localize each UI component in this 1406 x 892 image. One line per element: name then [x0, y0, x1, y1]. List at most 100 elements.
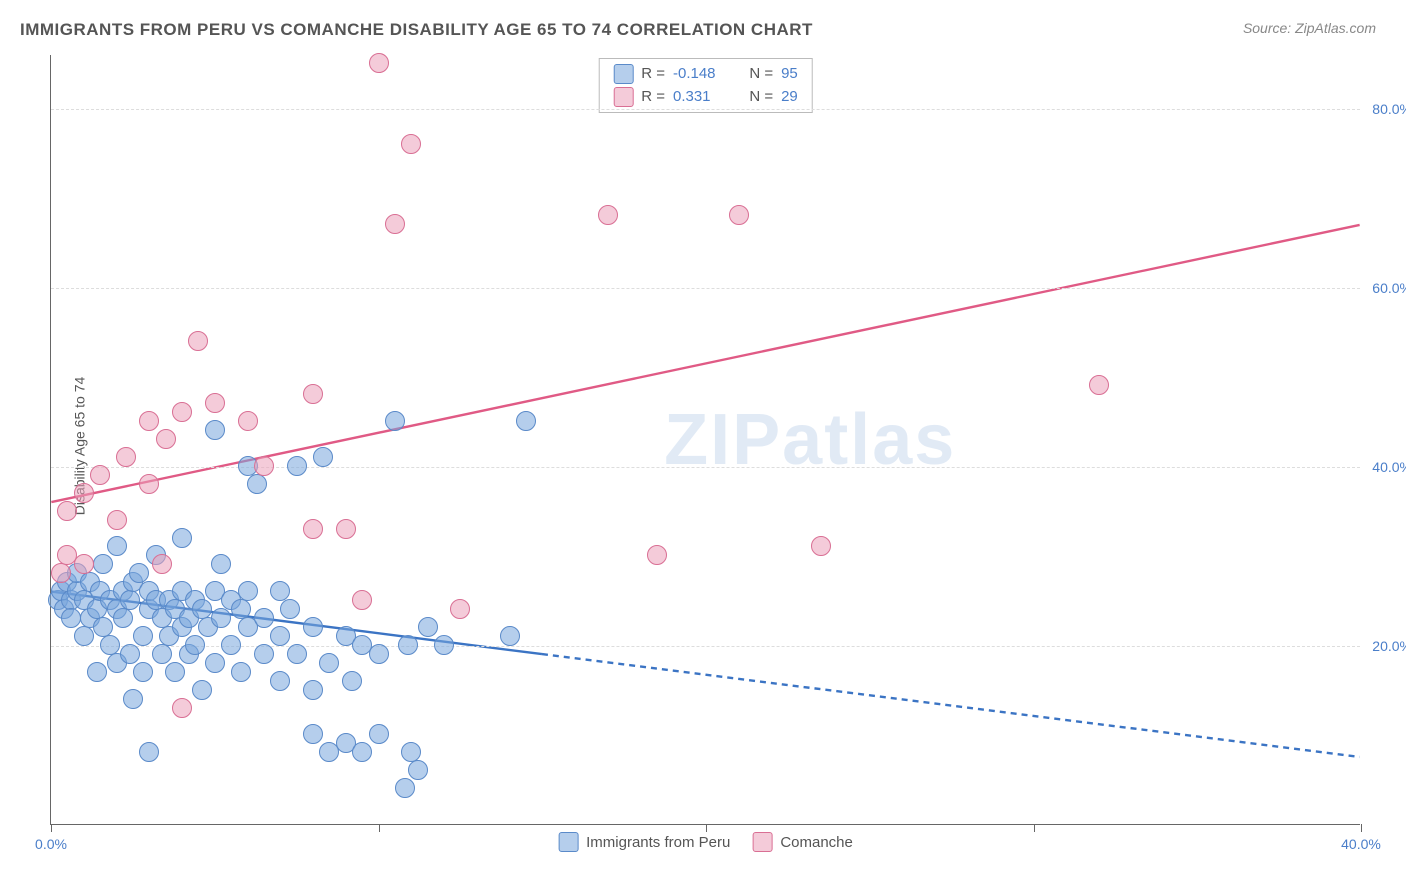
data-point [369, 53, 389, 73]
data-point [74, 626, 94, 646]
data-point [205, 420, 225, 440]
data-point [647, 545, 667, 565]
data-point [133, 662, 153, 682]
data-point [450, 599, 470, 619]
y-tick-label: 60.0% [1372, 280, 1406, 296]
data-point [352, 590, 372, 610]
data-point [303, 384, 323, 404]
data-point [74, 554, 94, 574]
data-point [811, 536, 831, 556]
data-point [172, 402, 192, 422]
legend-swatch [752, 832, 772, 852]
data-point [270, 671, 290, 691]
data-point [107, 510, 127, 530]
data-point [123, 689, 143, 709]
data-point [598, 205, 618, 225]
data-point [395, 778, 415, 798]
data-point [61, 608, 81, 628]
data-point [352, 742, 372, 762]
x-tick-label: 40.0% [1341, 836, 1381, 852]
data-point [336, 519, 356, 539]
data-point [211, 608, 231, 628]
data-point [192, 680, 212, 700]
data-point [303, 724, 323, 744]
data-point [211, 554, 231, 574]
y-tick-label: 40.0% [1372, 459, 1406, 475]
data-point [74, 483, 94, 503]
data-point [434, 635, 454, 655]
data-point [313, 447, 333, 467]
data-point [319, 653, 339, 673]
data-point [152, 554, 172, 574]
trend-line [542, 654, 1360, 757]
data-point [57, 501, 77, 521]
x-tick [1034, 824, 1035, 832]
legend-stats-box: R = -0.148 N = 95R = 0.331 N = 29 [598, 58, 813, 113]
data-point [408, 760, 428, 780]
data-point [401, 134, 421, 154]
y-tick-label: 20.0% [1372, 638, 1406, 654]
legend-item: Immigrants from Peru [558, 832, 730, 852]
y-tick-label: 80.0% [1372, 101, 1406, 117]
stat-r-value: -0.148 [673, 63, 733, 86]
data-point [205, 393, 225, 413]
data-point [120, 590, 140, 610]
data-point [287, 644, 307, 664]
data-point [398, 635, 418, 655]
data-point [139, 411, 159, 431]
data-point [254, 644, 274, 664]
data-point [87, 662, 107, 682]
data-point [238, 581, 258, 601]
chart-container: IMMIGRANTS FROM PERU VS COMANCHE DISABIL… [0, 0, 1406, 892]
data-point [133, 626, 153, 646]
plot-area: ZIPatlas R = -0.148 N = 95R = 0.331 N = … [50, 55, 1360, 825]
x-tick [706, 824, 707, 832]
data-point [93, 554, 113, 574]
data-point [342, 671, 362, 691]
data-point [188, 331, 208, 351]
data-point [369, 644, 389, 664]
stat-r-label: R = [641, 86, 665, 109]
legend-swatch [558, 832, 578, 852]
data-point [116, 447, 136, 467]
data-point [90, 465, 110, 485]
data-point [113, 608, 133, 628]
data-point [303, 680, 323, 700]
data-point [221, 635, 241, 655]
data-point [165, 662, 185, 682]
legend-series: Immigrants from Peru Comanche [558, 832, 853, 852]
trend-lines-layer [51, 55, 1360, 824]
data-point [139, 742, 159, 762]
data-point [385, 214, 405, 234]
data-point [172, 698, 192, 718]
data-point [270, 626, 290, 646]
data-point [369, 724, 389, 744]
stat-n-value: 95 [781, 63, 798, 86]
chart-title: IMMIGRANTS FROM PERU VS COMANCHE DISABIL… [20, 20, 813, 40]
legend-label: Comanche [780, 834, 853, 851]
data-point [729, 205, 749, 225]
stat-n-label: N = [741, 86, 773, 109]
legend-swatch [613, 87, 633, 107]
data-point [254, 456, 274, 476]
data-point [185, 635, 205, 655]
x-tick [1361, 824, 1362, 832]
legend-stat-row: R = 0.331 N = 29 [613, 86, 798, 109]
data-point [280, 599, 300, 619]
legend-stat-row: R = -0.148 N = 95 [613, 63, 798, 86]
gridline [51, 109, 1360, 110]
stat-n-value: 29 [781, 86, 798, 109]
data-point [51, 563, 71, 583]
x-tick [379, 824, 380, 832]
data-point [139, 474, 159, 494]
data-point [107, 536, 127, 556]
data-point [172, 528, 192, 548]
x-tick-label: 0.0% [35, 836, 67, 852]
stat-n-label: N = [741, 63, 773, 86]
gridline [51, 288, 1360, 289]
data-point [129, 563, 149, 583]
data-point [516, 411, 536, 431]
data-point [254, 608, 274, 628]
data-point [303, 617, 323, 637]
data-point [270, 581, 290, 601]
